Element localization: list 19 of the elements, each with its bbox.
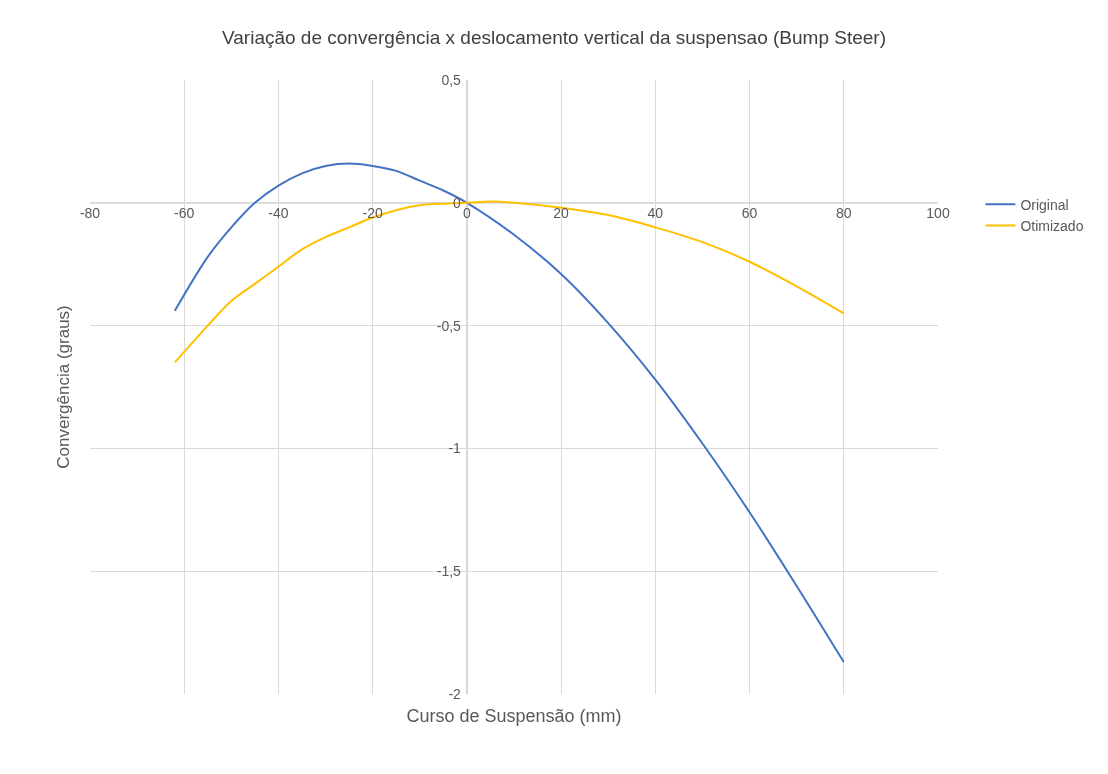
x-tick-label: 20 [553,204,570,221]
x-tick-label: 40 [647,204,664,221]
legend-label: Original [1020,196,1069,213]
y-tick-label: 0,5 [441,71,462,88]
y-tick-label: -1 [448,440,462,457]
y-tick-label: -0,5 [436,317,462,334]
x-tick-label: 60 [741,204,758,221]
y-axis-title: Convergência (graus) [53,305,73,469]
x-tick-label: -20 [362,204,383,221]
x-axis-title: Curso de Suspensão (mm) [406,706,622,727]
x-tick-label: 80 [835,204,852,221]
x-tick-label: -80 [79,204,101,221]
y-tick-label: -2 [448,685,462,702]
chart-title: Variação de convergência x deslocamento vertical da suspensao (Bump Steer) [222,27,886,49]
x-tick-label: -40 [268,204,289,221]
x-tick-label: 100 [926,204,950,221]
y-tick-label: -1,5 [436,563,462,580]
x-tick-label: -60 [174,204,195,221]
legend-label: Otimizado [1020,217,1084,234]
